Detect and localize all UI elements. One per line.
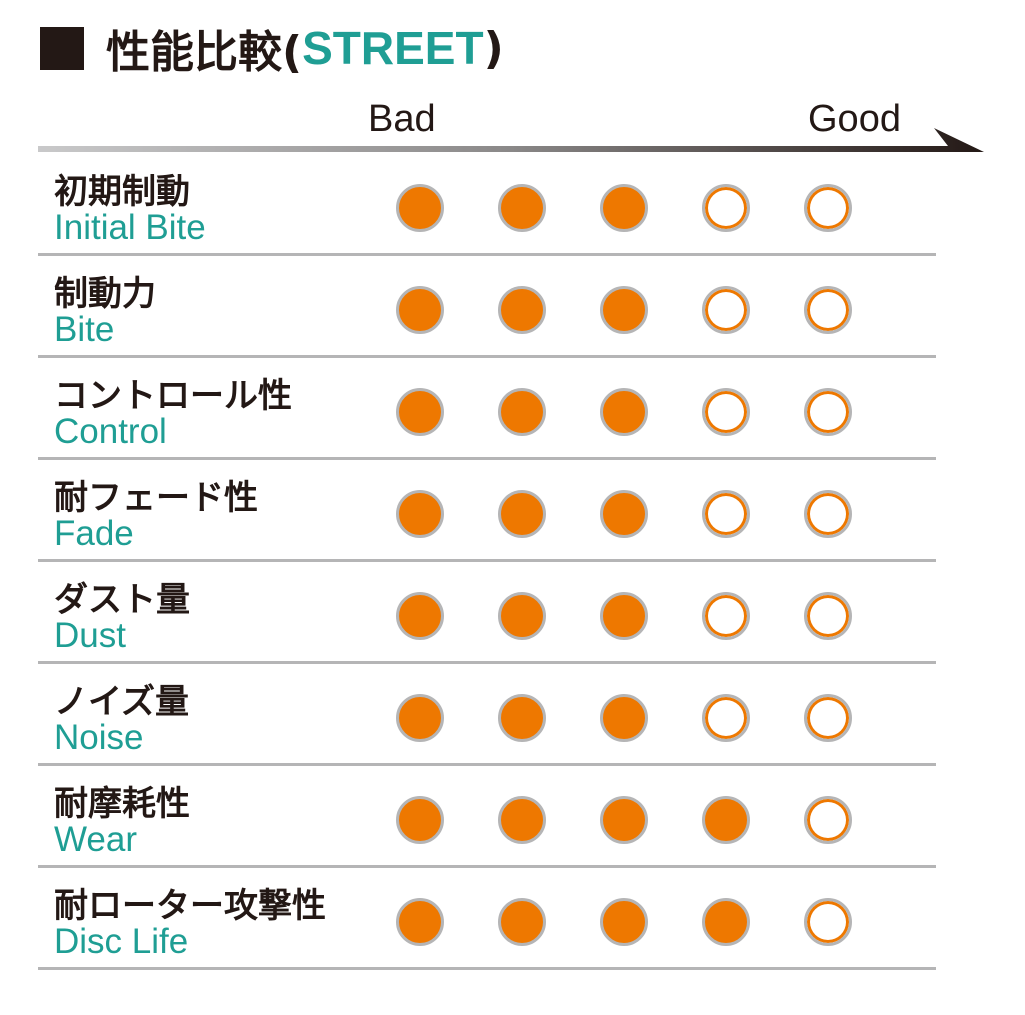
row-label-jp: ノイズ量 xyxy=(54,682,189,722)
filled-dot xyxy=(498,592,546,640)
empty-dot xyxy=(804,796,852,844)
row-label-en: Initial Bite xyxy=(54,208,206,247)
filled-dot xyxy=(600,184,648,232)
row-label-jp: 耐フェード性 xyxy=(54,478,258,518)
filled-dot xyxy=(498,184,546,232)
empty-dot xyxy=(804,490,852,538)
empty-dot xyxy=(702,388,750,436)
filled-dot xyxy=(600,898,648,946)
filled-dot xyxy=(396,184,444,232)
rating-row: 耐フェード性 Fade xyxy=(38,460,936,562)
filled-dot xyxy=(600,796,648,844)
scale-arrow-icon xyxy=(38,128,984,152)
empty-dot xyxy=(804,286,852,334)
rating-row: ダスト量 Dust xyxy=(38,562,936,664)
empty-dot xyxy=(804,694,852,742)
rating-row: 耐ローター攻撃性 Disc Life xyxy=(38,868,936,970)
filled-dot xyxy=(702,796,750,844)
filled-dot xyxy=(396,592,444,640)
row-label-en: Control xyxy=(54,412,167,451)
bad-label: Bad xyxy=(368,98,436,140)
filled-dot xyxy=(702,898,750,946)
filled-dot xyxy=(498,694,546,742)
filled-dot xyxy=(396,898,444,946)
filled-dot xyxy=(498,898,546,946)
filled-dot xyxy=(498,490,546,538)
filled-dot xyxy=(600,286,648,334)
filled-dot xyxy=(600,490,648,538)
filled-dot xyxy=(396,490,444,538)
title-en: STREET xyxy=(302,22,484,74)
title-jp: 性能比較( xyxy=(106,27,303,78)
good-label: Good xyxy=(808,98,901,140)
filled-dot xyxy=(498,286,546,334)
rating-row: 耐摩耗性 Wear xyxy=(38,766,936,868)
filled-dot xyxy=(396,796,444,844)
title-close: ) xyxy=(483,22,504,74)
empty-dot xyxy=(804,898,852,946)
empty-dot xyxy=(804,388,852,436)
row-label-jp: コントロール性 xyxy=(54,376,292,416)
row-label-jp: 初期制動 xyxy=(54,172,190,212)
empty-dot xyxy=(702,592,750,640)
filled-dot xyxy=(396,694,444,742)
row-label-en: Dust xyxy=(54,616,126,655)
row-label-jp: ダスト量 xyxy=(54,580,190,620)
row-label-en: Wear xyxy=(54,820,137,859)
filled-dot xyxy=(396,388,444,436)
filled-dot xyxy=(396,286,444,334)
row-label-jp: 耐摩耗性 xyxy=(54,784,190,824)
row-label-en: Fade xyxy=(54,514,134,553)
row-label-en: Bite xyxy=(54,310,115,349)
rating-row: 制動力 Bite xyxy=(38,256,936,358)
row-label-en: Disc Life xyxy=(54,922,189,961)
filled-dot xyxy=(600,694,648,742)
empty-dot xyxy=(804,184,852,232)
rating-row: コントロール性 Control xyxy=(38,358,936,460)
filled-dot xyxy=(600,592,648,640)
empty-dot xyxy=(702,184,750,232)
filled-dot xyxy=(498,388,546,436)
empty-dot xyxy=(702,490,750,538)
filled-dot xyxy=(498,796,546,844)
empty-dot xyxy=(804,592,852,640)
square-bullet-icon xyxy=(40,26,84,70)
empty-dot xyxy=(702,286,750,334)
row-label-jp: 制動力 xyxy=(54,274,156,314)
row-label-jp: 耐ローター攻撃性 xyxy=(54,886,326,926)
rating-row: ノイズ量 Noise xyxy=(38,664,936,766)
filled-dot xyxy=(600,388,648,436)
rating-row: 初期制動 Initial Bite xyxy=(38,154,936,256)
empty-dot xyxy=(702,694,750,742)
row-label-en: Noise xyxy=(54,718,144,757)
page-title: 性能比較(STREET) xyxy=(40,18,504,78)
